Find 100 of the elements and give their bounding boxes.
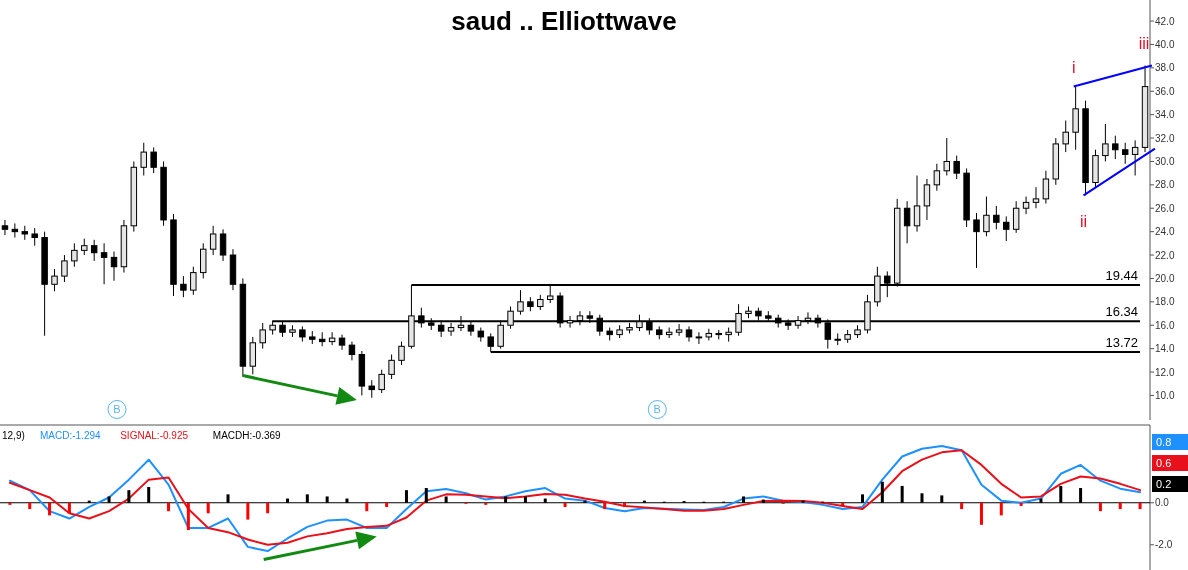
candlestick (110, 251, 118, 282)
candlestick (983, 196, 990, 237)
bar (48, 502, 52, 516)
candlestick (923, 178, 931, 221)
candlestick (913, 174, 921, 233)
y-tick-label: 32.0 (1155, 132, 1175, 144)
candlestick (1131, 139, 1139, 176)
candlestick (190, 266, 197, 296)
text: MACDH:-0.369 (212, 429, 282, 441)
bar (8, 502, 12, 505)
text: 0.8 (1156, 435, 1172, 448)
y-tick-label: 22.0 (1155, 249, 1175, 261)
candlestick (150, 146, 157, 174)
candlestick (140, 142, 147, 176)
y-tick-label: 14.0 (1155, 343, 1175, 355)
candlestick (1012, 200, 1020, 234)
candlestick (1032, 186, 1040, 209)
bar (266, 502, 270, 514)
candlestick (71, 242, 78, 268)
bar (186, 502, 190, 531)
candlestick (249, 336, 257, 375)
bar (67, 502, 71, 514)
ref-line-label: 19.44 (1105, 267, 1138, 283)
bar (603, 502, 607, 510)
candlestick (100, 242, 108, 285)
y-tick-label: -2.0 (1155, 539, 1173, 551)
candlestick (348, 341, 356, 361)
candlestick (675, 323, 683, 337)
text: MACD:-1.294 (40, 429, 102, 441)
bar (1118, 502, 1122, 510)
bar (28, 502, 32, 510)
candlestick (378, 369, 385, 394)
chart-title: saud .. Elliottwave (451, 6, 677, 36)
y-tick-label: 18.0 (1155, 296, 1175, 308)
bar (563, 502, 567, 507)
y-tick-label: 28.0 (1155, 179, 1175, 191)
candlestick (180, 275, 187, 298)
bar (1019, 502, 1023, 506)
candlestick (328, 331, 336, 346)
annotation: i (1071, 58, 1076, 76)
bar (246, 502, 250, 520)
candlestick (1022, 196, 1030, 215)
candlestick (209, 225, 217, 256)
text: 0.2 (1156, 477, 1172, 490)
y-tick-label: 10.0 (1155, 389, 1175, 401)
annotation: ii (1080, 212, 1088, 230)
ref-line-label: 16.34 (1105, 304, 1138, 320)
candlestick (993, 205, 1000, 230)
candlestick (943, 137, 950, 176)
bar (206, 502, 210, 514)
bar (385, 502, 389, 507)
bar (167, 502, 171, 512)
bar (623, 502, 627, 507)
y-tick-label: 34.0 (1155, 109, 1175, 121)
y-tick-label: 42.0 (1155, 15, 1175, 27)
candlestick (51, 268, 58, 292)
annotation: B (653, 403, 661, 416)
y-tick-label: 20.0 (1155, 272, 1175, 284)
candlestick (1121, 142, 1129, 165)
y-tick-label: 26.0 (1155, 202, 1175, 214)
y-tick-label: 30.0 (1155, 155, 1175, 167)
bar (979, 502, 983, 525)
bar (365, 502, 369, 512)
candlestick (219, 228, 227, 262)
candlestick (90, 239, 98, 262)
candlestick (517, 289, 524, 316)
annotation: 12,9) (2, 429, 25, 441)
bar (484, 502, 488, 505)
candlestick (259, 322, 266, 350)
text: SIGNAL:-0.925 (120, 429, 189, 441)
candlestick (903, 200, 911, 244)
candlestick (1112, 135, 1119, 160)
y-tick-label: 12.0 (1155, 366, 1175, 378)
candlestick (61, 254, 68, 283)
y-tick-label: 40.0 (1155, 38, 1175, 50)
bar (801, 500, 805, 503)
bar (1098, 502, 1102, 512)
candlestick (685, 325, 693, 343)
annotation: iii (1138, 35, 1150, 53)
candlestick (953, 155, 960, 180)
candlestick (200, 242, 207, 279)
ref-line-label: 13.72 (1105, 334, 1138, 350)
y-tick-label: 16.0 (1155, 319, 1175, 331)
candlestick (1072, 86, 1079, 151)
candlestick (1042, 170, 1050, 205)
candlestick (973, 212, 980, 269)
y-tick-label: 36.0 (1155, 85, 1175, 97)
candlestick (1003, 215, 1010, 242)
text: 0.6 (1156, 456, 1172, 469)
bar (841, 502, 845, 506)
y-tick-label: 0.0 (1155, 497, 1170, 509)
candlestick (1102, 123, 1109, 162)
candlestick (1, 219, 9, 236)
y-tick-label: 38.0 (1155, 62, 1175, 74)
bar (999, 502, 1003, 516)
candlestick (933, 163, 941, 192)
candlestick (398, 341, 405, 366)
bar (1138, 502, 1142, 510)
candlestick (11, 222, 19, 238)
candlestick (695, 331, 703, 345)
